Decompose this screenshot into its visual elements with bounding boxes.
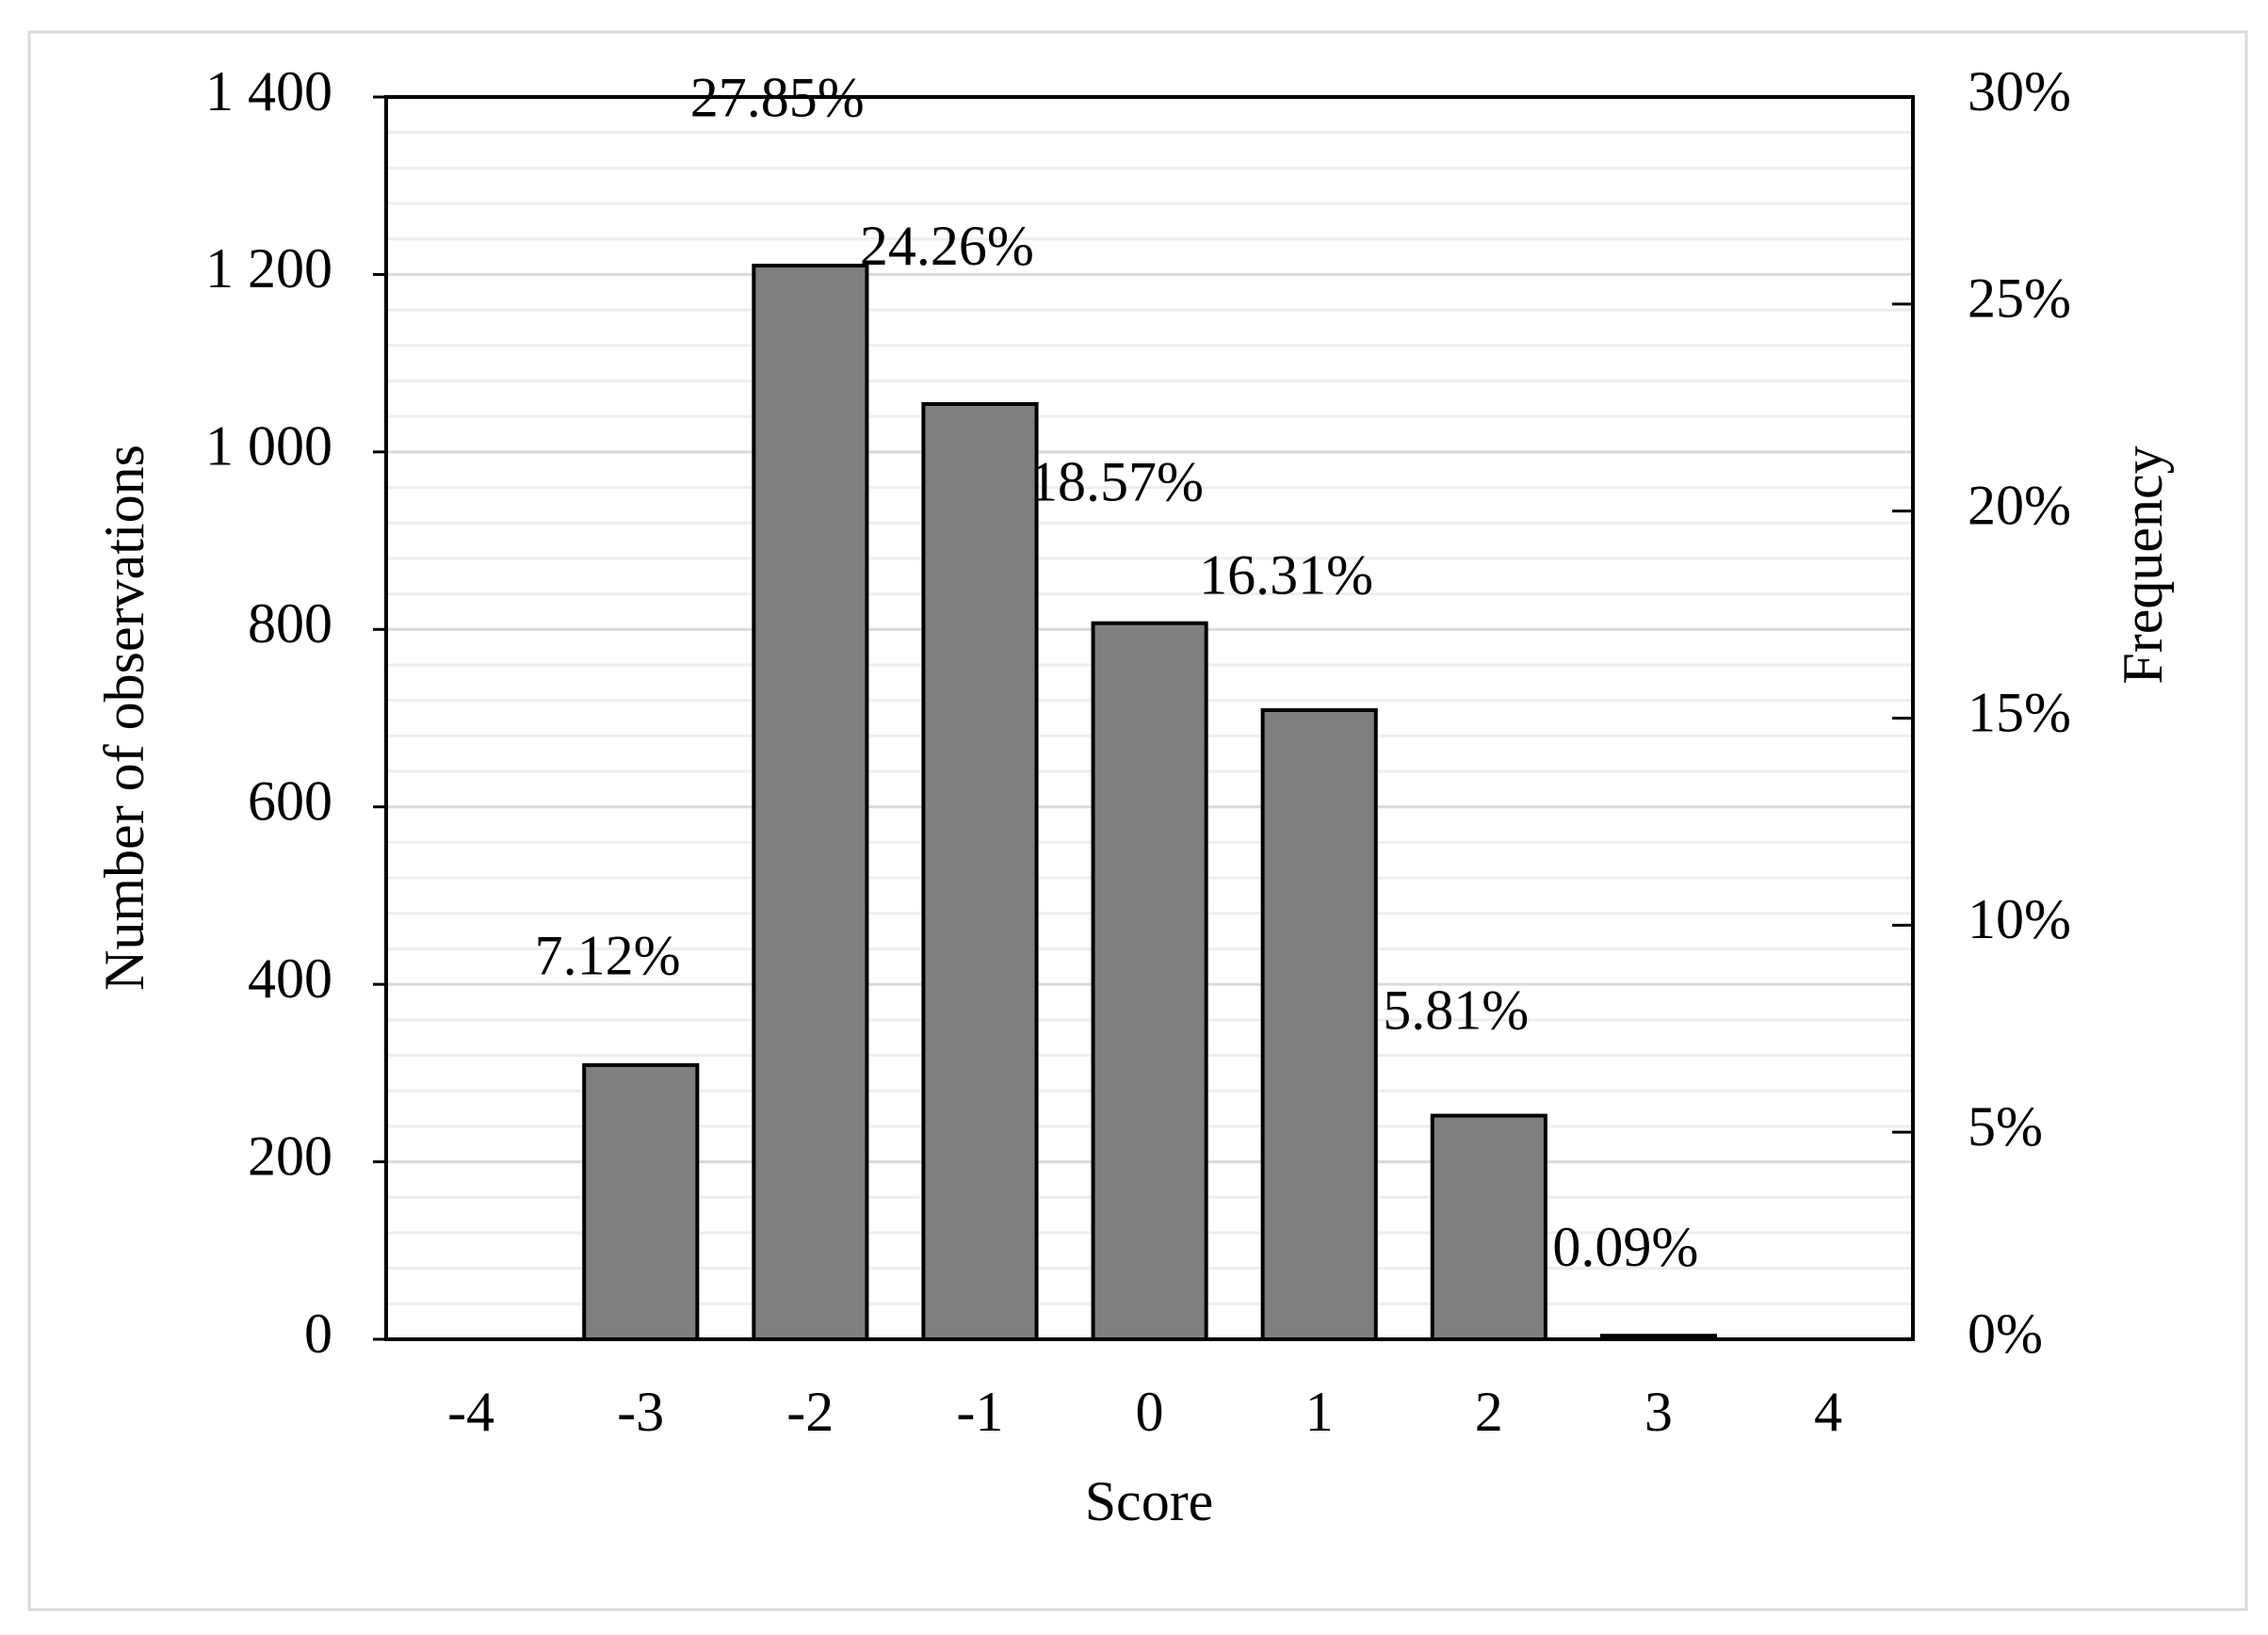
- bar: [1260, 708, 1378, 1341]
- y-tick-label: 800: [248, 592, 332, 655]
- data-label: 7.12%: [535, 925, 681, 987]
- x-tick-label: -2: [786, 1381, 834, 1443]
- y2-tick-label: 10%: [1968, 888, 2071, 950]
- bar: [1091, 621, 1208, 1341]
- y2-tick-label: 30%: [1968, 60, 2071, 122]
- y-tick-label: 1 200: [205, 237, 332, 299]
- data-label: 18.57%: [1029, 450, 1204, 512]
- x-tick-label: 0: [1136, 1381, 1164, 1443]
- data-label: 0.09%: [1552, 1216, 1698, 1278]
- plot-frame: [384, 95, 1915, 1341]
- x-axis-label: Score: [1085, 1470, 1214, 1532]
- bar: [1430, 1113, 1547, 1341]
- x-tick-label: 1: [1305, 1381, 1334, 1443]
- data-label: 16.31%: [1199, 544, 1373, 607]
- x-tick-label: 2: [1475, 1381, 1503, 1443]
- x-tick-label: 4: [1814, 1381, 1842, 1443]
- bar: [921, 401, 1039, 1341]
- y2-axis-label: Frequency: [2112, 445, 2174, 684]
- y-tick-label: 1 400: [205, 60, 332, 122]
- y-tick-label: 600: [248, 769, 332, 832]
- bar: [752, 264, 869, 1341]
- y2-tick-label: 25%: [1968, 267, 2071, 330]
- y-tick-label: 0: [304, 1303, 332, 1365]
- y2-tick-label: 5%: [1968, 1095, 2043, 1157]
- x-tick-label: 3: [1644, 1381, 1673, 1443]
- y-tick-label: 200: [248, 1125, 332, 1187]
- y2-tick-label: 0%: [1968, 1303, 2043, 1365]
- y2-tick-label: 15%: [1968, 681, 2071, 743]
- y-tick-label: 400: [248, 947, 332, 1010]
- data-label: 24.26%: [860, 215, 1034, 277]
- data-label: 5.81%: [1383, 979, 1529, 1041]
- x-tick-label: -3: [617, 1381, 664, 1443]
- y-axis-label: Number of observations: [93, 445, 155, 991]
- y-tick-label: 1 000: [205, 415, 332, 478]
- bar: [582, 1062, 700, 1341]
- x-tick-label: -1: [956, 1381, 1003, 1443]
- y2-tick-label: 20%: [1968, 474, 2071, 536]
- x-tick-label: -4: [447, 1381, 494, 1443]
